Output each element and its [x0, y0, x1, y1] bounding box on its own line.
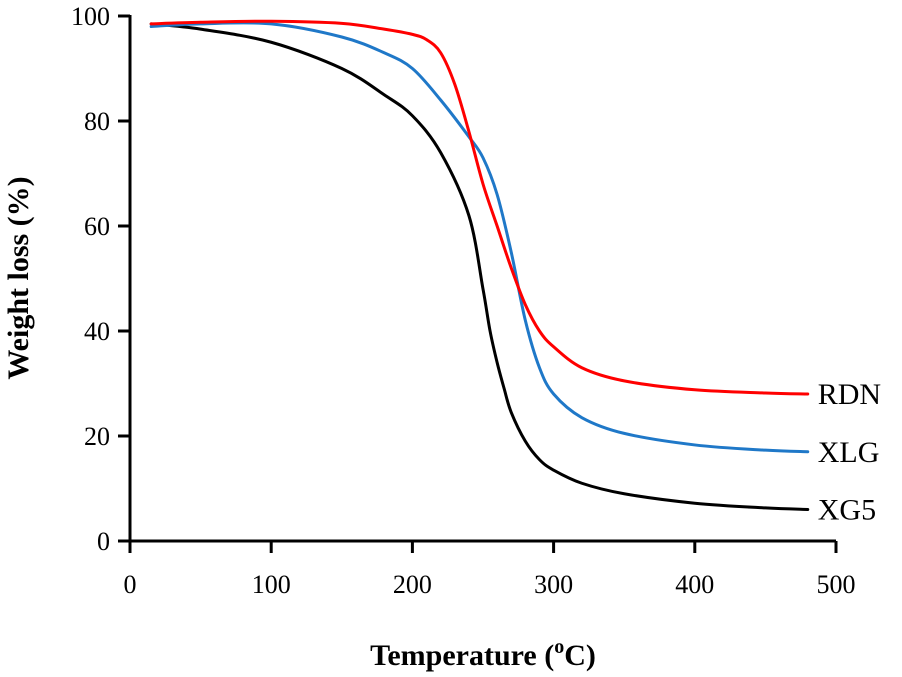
x-tick-label: 400 [675, 570, 714, 599]
y-tick-label: 80 [84, 107, 110, 136]
series-lines [149, 19, 810, 511]
y-tick-label: 0 [97, 527, 110, 556]
y-tick-label: 20 [84, 422, 110, 451]
x-tick-label: 200 [393, 570, 432, 599]
y-tick-label: 60 [84, 212, 110, 241]
series-label-xlg: XLG [818, 436, 880, 469]
axes [128, 15, 836, 543]
x-axis-title: Temperature (oC) [370, 636, 596, 672]
y-ticks: 0 20 40 60 80 100 [71, 2, 130, 556]
x-ticks: 0 100 200 300 400 500 [124, 541, 856, 599]
series-line-xlg [149, 21, 810, 454]
x-tick-label: 300 [534, 570, 573, 599]
series-labels: RDN XLG XG5 [818, 378, 881, 527]
x-tick-label: 100 [252, 570, 291, 599]
series-line-rdn [149, 19, 810, 396]
series-label-rdn: RDN [818, 378, 881, 411]
x-tick-label: 0 [124, 570, 137, 599]
series-line-xg5 [149, 22, 810, 511]
y-axis-title: Weight loss (%) [2, 176, 35, 379]
y-tick-label: 100 [71, 2, 110, 31]
y-tick-label: 40 [84, 317, 110, 346]
x-tick-label: 500 [817, 570, 856, 599]
series-label-xg5: XG5 [818, 494, 876, 527]
